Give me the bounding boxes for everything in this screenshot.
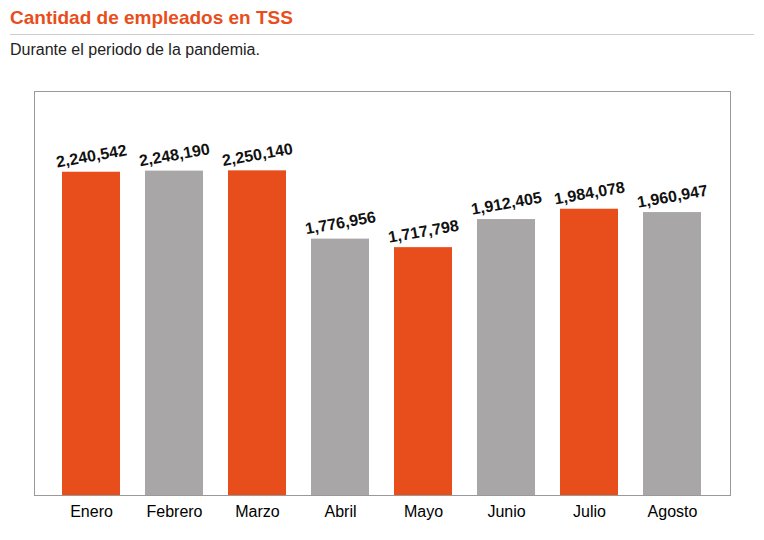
svg-text:Mayo: Mayo bbox=[404, 503, 443, 520]
svg-text:2,240,542: 2,240,542 bbox=[55, 141, 128, 170]
svg-text:1,960,947: 1,960,947 bbox=[636, 182, 709, 211]
svg-text:Marzo: Marzo bbox=[235, 503, 280, 520]
svg-text:Junio: Junio bbox=[487, 503, 525, 520]
svg-text:1,984,078: 1,984,078 bbox=[553, 178, 626, 207]
svg-text:1,776,956: 1,776,956 bbox=[304, 208, 377, 237]
svg-text:Abril: Abril bbox=[324, 503, 356, 520]
svg-text:Febrero: Febrero bbox=[146, 503, 202, 520]
svg-text:2,250,140: 2,250,140 bbox=[221, 140, 294, 169]
svg-text:2,248,190: 2,248,190 bbox=[138, 140, 211, 169]
html-text:Cantidad de empleados en TSS: Cantidad de empleados en TSS bbox=[10, 7, 293, 28]
svg-text:1,912,405: 1,912,405 bbox=[470, 189, 543, 218]
svg-text:Agosto: Agosto bbox=[648, 503, 698, 520]
svg-text:Julio: Julio bbox=[573, 503, 606, 520]
svg-text:1,717,798: 1,717,798 bbox=[387, 217, 460, 246]
html-text:Durante el periodo de la pande: Durante el periodo de la pandemia. bbox=[10, 41, 260, 58]
svg-text:Enero: Enero bbox=[70, 503, 113, 520]
